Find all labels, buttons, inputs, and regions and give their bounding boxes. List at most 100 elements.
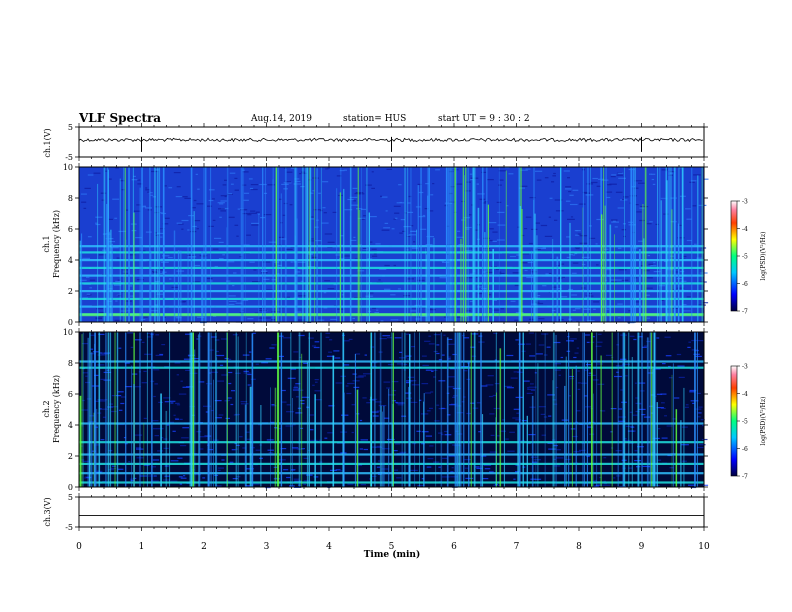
sferic-streak xyxy=(284,167,287,322)
sferic-streak xyxy=(533,200,535,322)
spectrogram-pixel xyxy=(349,196,358,198)
date-label: Aug.14, 2019 xyxy=(251,114,312,124)
spectrogram-pixel xyxy=(572,435,578,438)
spectrogram-pixel xyxy=(553,172,556,175)
colorbar-tick-label: -5 xyxy=(742,254,748,261)
spectrogram-pixel xyxy=(505,438,509,440)
spectrogram-pixel xyxy=(422,214,426,217)
spectrogram-pixel xyxy=(250,188,258,191)
spectrogram-pixel xyxy=(616,371,619,373)
spectrogram-pixel xyxy=(228,295,236,297)
spectrogram-pixel xyxy=(421,355,427,357)
spectrogram-pixel xyxy=(387,438,395,441)
spectrogram-pixel xyxy=(257,213,260,215)
spectrogram-pixel xyxy=(525,168,531,170)
frequency-band xyxy=(79,282,704,285)
spectrogram-pixel xyxy=(560,356,564,359)
spectrogram-pixel xyxy=(181,437,189,439)
spectrogram-pixel xyxy=(689,368,697,370)
spectrogram-pixel xyxy=(635,397,639,399)
spectrogram-pixel xyxy=(566,236,570,238)
spectrogram-pixel xyxy=(548,216,551,218)
spectrogram-pixel xyxy=(639,265,643,267)
spectrogram-pixel xyxy=(108,241,116,243)
sferic-streak xyxy=(149,250,152,322)
spectrogram-pixel xyxy=(585,406,592,408)
spectrogram-pixel xyxy=(181,219,189,222)
sferic-streak xyxy=(596,332,598,487)
sferic-streak xyxy=(417,185,419,322)
spectrogram-pixel xyxy=(315,381,318,383)
sferic-streak xyxy=(611,332,613,487)
spectrogram-pixel xyxy=(199,436,207,438)
sferic-streak xyxy=(382,411,383,487)
spectrogram-pixel xyxy=(89,353,96,355)
spectrogram-pixel xyxy=(430,194,434,196)
spectrogram-pixel xyxy=(327,167,330,169)
spectrogram-pixel xyxy=(678,376,685,378)
spectrogram-pixel xyxy=(512,417,519,419)
spectrogram-pixel xyxy=(407,278,414,280)
spectrogram-pixel xyxy=(482,478,489,480)
spectrogram-pixel xyxy=(639,207,645,209)
spectrogram-pixel xyxy=(554,363,561,365)
spectrogram-pixel xyxy=(460,315,468,318)
spectrogram-pixel xyxy=(408,195,412,198)
spectrogram-pixel xyxy=(516,412,520,414)
spectrogram-pixel xyxy=(101,353,109,355)
spectrogram-pixel xyxy=(555,457,564,459)
spectrogram-pixel xyxy=(570,428,576,430)
sferic-streak xyxy=(280,332,283,487)
spectrogram-pixel xyxy=(540,224,548,227)
spectrogram-pixel xyxy=(447,338,453,340)
spectrogram-pixel xyxy=(176,404,181,406)
spectrogram-pixel xyxy=(455,316,461,318)
spectrogram-pixel xyxy=(431,370,434,372)
spectrogram-pixel xyxy=(381,448,390,450)
spectrogram-pixel xyxy=(646,340,652,343)
spectrogram-pixel xyxy=(111,395,116,397)
sferic-streak xyxy=(637,332,638,487)
sferic-streak xyxy=(433,237,435,322)
spectrogram-pixel xyxy=(94,374,99,376)
sferic-streak xyxy=(97,183,99,322)
sferic-streak xyxy=(604,205,606,322)
spectrogram-pixel xyxy=(465,312,474,314)
spectrogram-pixel xyxy=(425,435,432,437)
spectrogram-pixel xyxy=(273,478,280,480)
spectrogram-pixel xyxy=(193,199,197,202)
spectrogram-pixel xyxy=(434,420,440,422)
spectrogram-pixel xyxy=(370,475,377,477)
spectrogram-pixel xyxy=(441,407,445,409)
spectrogram-pixel xyxy=(527,261,533,264)
spectrogram-pixel xyxy=(313,346,320,349)
x-tick-label: 6 xyxy=(451,542,457,552)
sferic-streak xyxy=(477,207,480,322)
spectrogram-pixel xyxy=(295,383,301,385)
spectrogram-pixel xyxy=(274,477,279,479)
sferic-streak xyxy=(210,167,212,322)
spectrogram-pixel xyxy=(436,404,440,406)
spectrogram-pixel xyxy=(352,317,356,319)
spectrogram-pixel xyxy=(294,271,301,273)
spectrogram-pixel xyxy=(110,406,119,408)
spectrogram-pixel xyxy=(688,484,695,486)
spectrogram-pixel xyxy=(243,192,250,194)
spectrogram-pixel xyxy=(330,318,338,320)
sferic-streak xyxy=(496,392,497,487)
spectrogram-pixel xyxy=(294,385,298,387)
spectrogram-pixel xyxy=(668,365,671,368)
sferic-streak xyxy=(571,369,573,487)
spectrogram-pixel xyxy=(616,174,623,176)
sferic-streak xyxy=(457,332,459,487)
spectrogram-pixel xyxy=(194,264,201,267)
spectrogram-pixel xyxy=(567,218,575,220)
spectrogram-pixel xyxy=(476,467,483,469)
spectrogram-pixel xyxy=(371,187,375,189)
spectrogram-pixel xyxy=(530,383,534,385)
sferic-streak xyxy=(517,423,519,487)
spectrogram-pixel xyxy=(240,209,248,211)
sferic-streak xyxy=(343,188,345,322)
spectrogram-pixel xyxy=(120,402,125,405)
spectrogram-pixel xyxy=(386,387,391,389)
